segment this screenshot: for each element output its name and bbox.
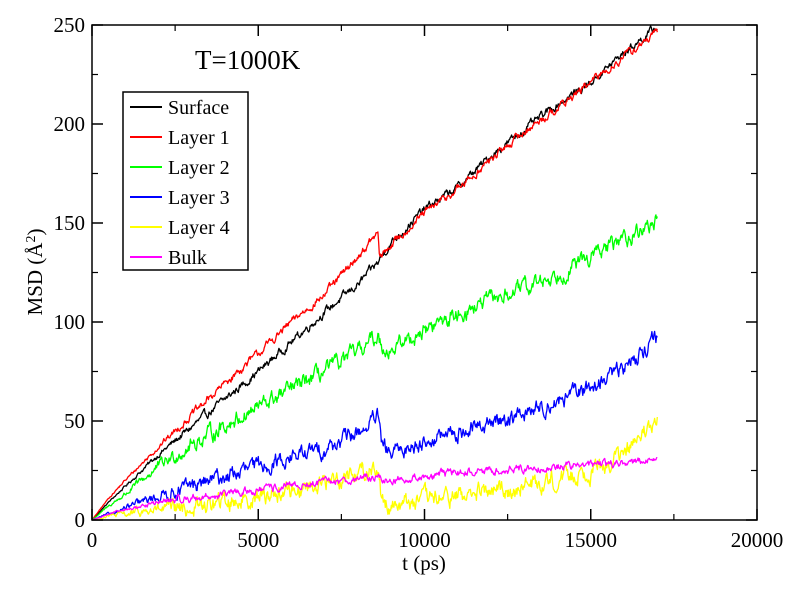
x-axis-title: t (ps): [402, 551, 446, 575]
series-layer: [91, 25, 658, 521]
y-tick-label: 150: [54, 211, 86, 235]
series-line-layer-3: [91, 330, 658, 521]
legend-label: Layer 1: [168, 127, 230, 149]
y-tick-label: 200: [54, 112, 86, 136]
legend-label: Bulk: [168, 247, 207, 269]
y-tick-label: 250: [54, 13, 86, 37]
series-line-bulk: [91, 457, 658, 521]
series-line-layer-2: [91, 214, 658, 521]
y-tick-label: 100: [54, 310, 86, 334]
x-tick-label: 20000: [731, 528, 784, 552]
series-line-layer-1: [91, 28, 658, 521]
y-axis-title: MSD (Å2): [23, 229, 47, 316]
y-axis-title-unit: Å: [23, 242, 47, 258]
y-axis-title-text: MSD (Å2): [23, 229, 47, 316]
y-axis-title-exponent: 2: [24, 236, 39, 243]
legend: Surface Layer 1 Layer 2 Layer 3 Layer 4 Bulk: [122, 91, 249, 271]
x-tick-label: 10000: [398, 528, 451, 552]
legend-label: Surface: [168, 97, 229, 119]
y-axis-title-suffix: ): [23, 229, 47, 236]
legend-label: Layer 4: [168, 217, 230, 239]
x-tick-label: 15000: [565, 528, 618, 552]
y-tick-label: 0: [75, 508, 86, 532]
legend-box: [122, 91, 249, 271]
x-tick-label: 5000: [237, 528, 279, 552]
axis-ticks: 0 5000 10000 15000 20000 0 50 100 150 200 250: [54, 13, 784, 552]
legend-label: Layer 3: [168, 187, 230, 209]
x-tick-label: 0: [87, 528, 98, 552]
y-axis-title-prefix: MSD (: [23, 258, 47, 316]
legend-items: Surface Layer 1 Layer 2 Layer 3 Layer 4 Bulk: [130, 97, 230, 269]
temperature-annotation: T=1000K: [195, 45, 301, 75]
y-tick-label: 50: [64, 409, 85, 433]
series-line-layer-4: [91, 416, 658, 521]
legend-label: Layer 2: [168, 157, 230, 179]
